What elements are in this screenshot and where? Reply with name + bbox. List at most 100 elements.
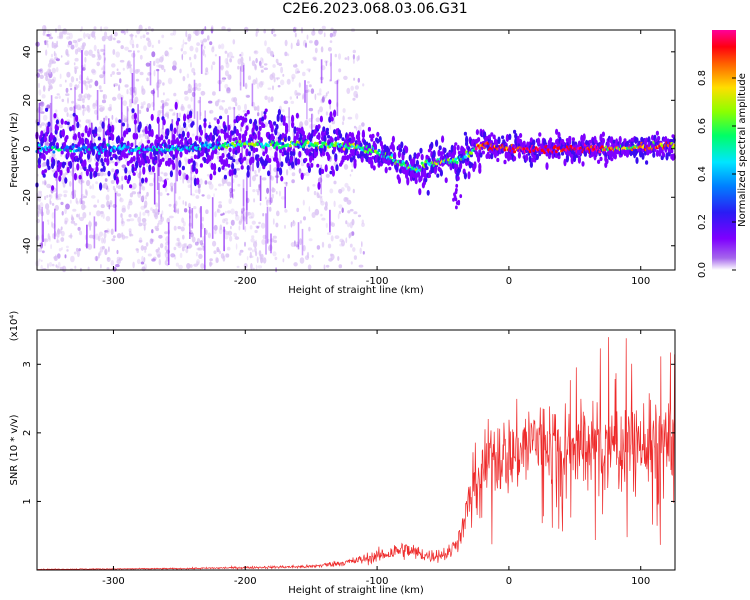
heatmap-cell: [231, 162, 235, 171]
heatmap-noise-cell: [87, 243, 93, 250]
heatmap-noise-cell: [343, 75, 348, 80]
heatmap-noise-cell: [141, 218, 147, 223]
heatmap-noise-cell: [98, 104, 103, 108]
heatmap-cell: [318, 167, 322, 176]
heatmap-cell: [420, 174, 424, 178]
heatmap-noise-cell: [159, 56, 164, 63]
heatmap-noise-cell: [57, 253, 61, 259]
heatmap-cell: [64, 177, 68, 184]
heatmap-noise-cell: [316, 191, 319, 196]
heatmap-cell: [292, 151, 296, 156]
heatmap-cell: [95, 166, 99, 173]
heatmap-noise-cell: [73, 251, 77, 255]
heatmap-noise-cell: [40, 101, 45, 107]
heatmap-noise-cell: [254, 63, 257, 70]
heatmap-noise-cell: [101, 237, 104, 244]
heatmap-core-cell: [366, 150, 370, 154]
snr-y-axis-label: SNR (10 * v/v): [9, 414, 20, 485]
heatmap-noise-cell: [172, 29, 177, 36]
heatmap-noise-cell: [329, 40, 333, 43]
heatmap-noise-cell: [347, 56, 350, 61]
heatmap-cell: [291, 161, 295, 169]
heatmap-noise-cell: [331, 222, 335, 227]
heatmap-noise-cell: [263, 67, 268, 71]
heatmap-cell: [90, 168, 94, 172]
heatmap-core-cell: [553, 145, 557, 149]
heatmap-noise-cell: [64, 207, 67, 215]
heatmap-noise-cell: [248, 216, 253, 219]
heatmap-noise-cell: [206, 194, 211, 200]
heatmap-core-cell: [207, 145, 211, 149]
heatmap-cell: [131, 166, 135, 174]
heatmap-noise-cell: [218, 250, 222, 255]
snr-panel: -300 -200 -100 0 100 123 Height of straight …: [9, 311, 676, 596]
heatmap-noise-cell: [146, 103, 151, 109]
heatmap-noise-cell: [345, 237, 348, 244]
heatmap-noise-cell: [149, 170, 154, 175]
heatmap-noise-cell: [40, 105, 44, 112]
heatmap-cell: [303, 134, 307, 140]
heatmap-noise-cell: [101, 49, 106, 52]
heatmap-core-cell: [75, 149, 79, 153]
heatmap-noise-cell: [213, 117, 217, 121]
heatmap-noise-cell: [267, 238, 270, 243]
heatmap-noise-cell: [64, 79, 67, 83]
heatmap-noise-cell: [111, 168, 115, 173]
heatmap-cell: [298, 150, 302, 158]
heatmap-noise-cell: [43, 241, 47, 247]
heatmap-cell: [240, 165, 244, 170]
heatmap-noise-cell: [139, 211, 142, 218]
heatmap-cell: [307, 166, 311, 173]
heatmap-cell: [114, 155, 118, 160]
heatmap-core-cell: [316, 141, 320, 146]
heatmap-noise-cell: [362, 251, 365, 255]
heatmap-noise-cell: [127, 49, 132, 53]
heatmap-cell: [450, 144, 454, 154]
heatmap-cell: [185, 174, 189, 181]
heatmap-noise-cell: [186, 73, 190, 79]
heatmap-noise-cell: [300, 60, 304, 64]
heatmap-noise-cell: [199, 178, 203, 185]
heatmap-noise-cell: [169, 182, 174, 188]
heatmap-noise-cell: [299, 238, 303, 246]
snr-x-ticks: -300 -200 -100 0 100: [102, 330, 650, 587]
heatmap-noise-cell: [164, 186, 168, 193]
heatmap-noise-cell: [260, 110, 264, 118]
heatmap-noise-cell: [118, 84, 121, 92]
heatmap-noise-cell: [109, 103, 112, 109]
heatmap-noise-cell: [171, 185, 173, 193]
heatmap-cell: [53, 136, 57, 143]
heatmap-noise-cell: [242, 216, 247, 222]
heatmap-noise-cell: [291, 76, 294, 82]
heatmap-core-cell: [376, 151, 380, 155]
heatmap-noise-cell: [104, 249, 107, 255]
heatmap-noise-cell: [97, 126, 102, 133]
heatmap-noise-cell: [64, 217, 69, 223]
heatmap-cell: [357, 154, 361, 159]
heatmap-noise-cell: [129, 67, 133, 74]
y-tick-label: 40: [22, 45, 33, 58]
heatmap-cell: [257, 130, 261, 137]
heatmap-cell: [456, 175, 460, 181]
heatmap-noise-cell: [355, 126, 358, 131]
heatmap-noise-cell: [82, 212, 87, 219]
heatmap-core-cell: [83, 146, 87, 150]
heatmap-cell: [213, 170, 217, 176]
heatmap-noise-cell: [260, 222, 266, 229]
heatmap-cell: [255, 125, 259, 132]
heatmap-noise-cell: [337, 213, 340, 220]
heatmap-noise-cell: [181, 53, 184, 61]
heatmap-noise-cell: [54, 96, 59, 99]
heatmap-cell: [453, 192, 456, 197]
heatmap-noise-cell: [204, 180, 208, 185]
heatmap-x-axis-label: Height of straight line (km): [288, 285, 424, 296]
heatmap-noise-cell: [180, 48, 183, 52]
heatmap-noise-cell: [79, 38, 83, 41]
heatmap-noise-cell: [94, 221, 98, 227]
heatmap-cell: [508, 133, 512, 140]
heatmap-cell: [220, 157, 224, 165]
heatmap-cell: [123, 151, 127, 159]
heatmap-noise-cell: [146, 77, 149, 82]
heatmap-noise-cell: [286, 78, 291, 85]
heatmap-noise-cell: [39, 68, 44, 74]
